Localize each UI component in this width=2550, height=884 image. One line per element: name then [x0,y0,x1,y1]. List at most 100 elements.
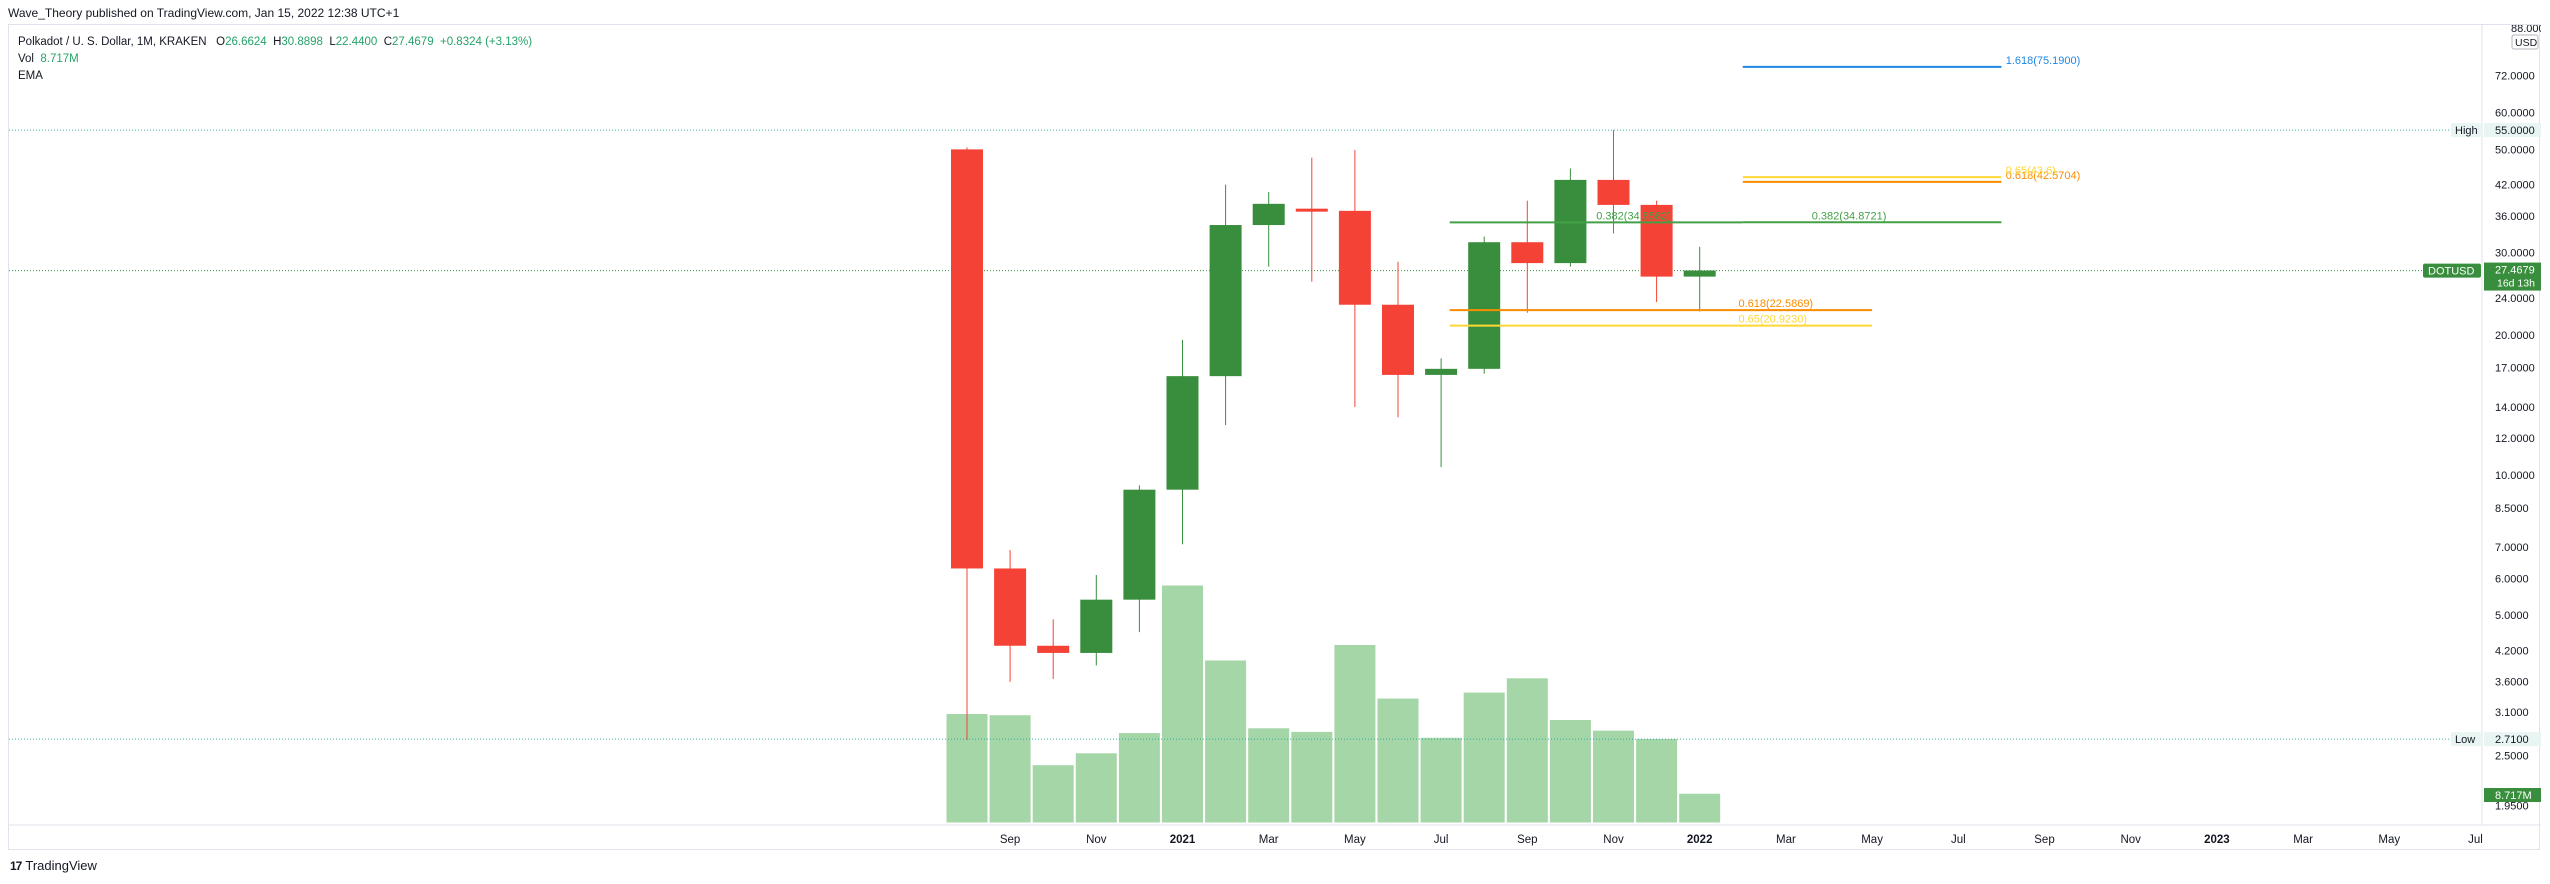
volume-bar [1592,729,1635,824]
close-label: C [383,36,393,48]
candle-body[interactable] [1295,208,1328,212]
open-value: 26.6624 [225,36,267,48]
fib-label-0.618-upper: 0.618(42.5704) [2006,170,2081,182]
price-tick-label: 88.0000 [2511,25,2541,35]
countdown-text: 16d 13h [2497,278,2535,290]
publish-info: Wave_Theory published on TradingView.com… [8,6,400,20]
symbol-ohlc-row: Polkadot / U. S. Dollar, 1M, KRAKEN O26.… [18,34,532,51]
chart-legend: Polkadot / U. S. Dollar, 1M, KRAKEN O26.… [18,34,532,85]
chart-area[interactable]: 1.618(75.1900) 0.618(42.5704) 0.65(43.6) 0.… [8,24,2541,851]
level-tag-text: High [2455,125,2478,137]
level-tag-low [2451,732,2481,747]
candle-body[interactable] [1683,270,1716,277]
level-tag-high [2451,123,2481,138]
price-tick-label: 6.0000 [2495,573,2529,585]
volume-bar [1635,738,1679,824]
fib-label-1.618: 1.618(75.1900) [2006,55,2081,67]
price-tick-label: 50.0000 [2495,144,2535,156]
price-tick-label: 4.2000 [2495,646,2529,658]
price-tick-label: 5.0000 [2495,610,2529,622]
high-label: H [273,36,282,48]
price-tick-label: 17.0000 [2495,363,2535,375]
time-tick-label: May [1344,834,1366,846]
symbol-tag-text: DOTUSD [2428,266,2475,278]
price-tick-label: 72.0000 [2495,71,2535,83]
ema-row: EMA [18,68,532,85]
time-tick-label: May [1861,834,1883,846]
fib-label-0.65-upper: 0.65(43.6) [2006,165,2056,177]
volume-bar [1678,792,1722,824]
volume-tag-text: 8.717M [2495,790,2532,802]
time-tick-label: Mar [2293,834,2313,846]
chart-canvas[interactable]: 1.618(75.1900) 0.618(42.5704)0.65(43.6) 0.… [9,25,2541,851]
volume-bar [1247,727,1291,824]
last-price-text: 27.4679 [2495,265,2535,277]
level-tag-text: Low [2455,734,2475,746]
candle-body[interactable] [951,149,983,569]
fib-label-0.382-b: 0.382(34.8721) [1812,210,1887,222]
volume-bar [1419,736,1463,824]
level-price-text: 2.7100 [2495,734,2529,746]
volume-value: 8.717M [40,53,79,65]
time-tick-label: 2021 [1170,834,1196,846]
time-tick-label: Sep [1517,834,1537,846]
price-tick-label: 3.1000 [2495,707,2529,719]
candle-body[interactable] [1252,203,1285,226]
volume-bar [1161,584,1204,824]
candle-body[interactable] [1123,489,1156,600]
volume-bar [1548,718,1592,824]
price-tick-label: 42.0000 [2495,180,2535,192]
level-price-tag [2484,732,2541,747]
candle-body[interactable] [1080,599,1113,653]
candle-body[interactable] [994,568,1027,646]
candle-body[interactable] [1597,179,1630,205]
time-tick-label: Jul [1434,834,1449,846]
fib-label-0.618-lower: 0.618(22.5869) [1738,298,1813,310]
time-tick-label: Sep [1000,834,1020,846]
volume-bar [1333,644,1377,824]
high-value: 30.8898 [281,36,323,48]
price-tick-label: 36.0000 [2495,211,2535,223]
volume-label[interactable]: Vol [18,53,34,65]
time-tick-label: Jul [2468,834,2483,846]
fib-label-0.382-a: 0.382(34.8582) [1596,210,1671,222]
symbol-title[interactable]: Polkadot / U. S. Dollar, 1M, KRAKEN [18,36,207,48]
time-tick-label: Nov [2120,834,2141,846]
price-tick-label: 60.0000 [2495,107,2535,119]
price-tick-label: 12.0000 [2495,433,2535,445]
time-tick-label: 2023 [2204,834,2230,846]
time-tick-label: 2022 [1687,834,1713,846]
candle-body[interactable] [1511,242,1544,264]
last-price-tag [2484,262,2541,291]
volume-bar [1204,659,1248,824]
candle-body[interactable] [1382,304,1414,375]
candle-body[interactable] [1209,225,1242,377]
candle-body[interactable] [1338,210,1371,305]
volume-bar [1117,732,1161,824]
price-tick-label: 14.0000 [2495,402,2535,414]
price-tick-label: 1.9500 [2495,801,2529,813]
candle-body[interactable] [1468,242,1501,369]
volume-bar [988,714,1032,824]
low-label: L [329,36,336,48]
volume-bar [1290,730,1334,824]
symbol-tag [2423,263,2481,278]
tradingview-logo[interactable]: 17 TradingView [10,858,97,873]
fib-label-0.65-lower: 0.65(20.9230) [1738,314,1807,326]
open-label: O [216,36,226,48]
candle-body[interactable] [1425,368,1458,375]
volume-bar [1505,677,1549,824]
candle-body[interactable] [1037,645,1070,653]
price-tick-label: 10.0000 [2495,470,2535,482]
candle-body[interactable] [1640,204,1673,277]
volume-row: Vol 8.717M [18,51,532,68]
currency-badge[interactable] [2511,34,2539,50]
close-value: 27.4679 [392,36,434,48]
time-tick-label: Sep [2034,834,2054,846]
time-tick-label: Nov [1086,834,1107,846]
price-tick-label: 3.6000 [2495,677,2529,689]
volume-bar [1376,697,1420,824]
ema-label[interactable]: EMA [18,70,43,82]
candle-body[interactable] [1166,376,1199,490]
time-tick-label: Jul [1951,834,1966,846]
